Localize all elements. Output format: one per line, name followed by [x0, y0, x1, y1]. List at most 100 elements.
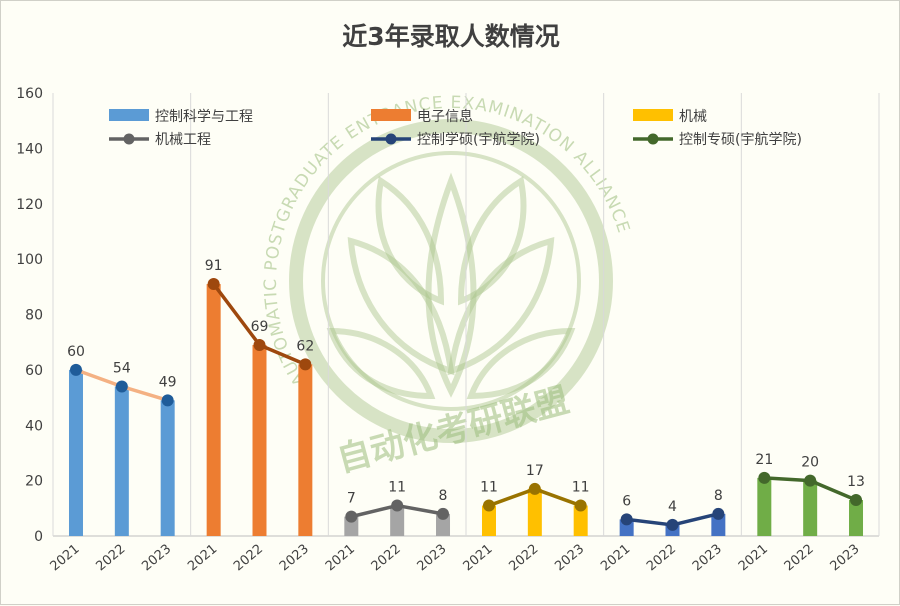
x-tick-label: 2022 — [93, 542, 128, 575]
legend-swatch-marker — [647, 133, 659, 145]
y-tick-label: 80 — [25, 308, 43, 324]
x-tick-label: 2022 — [782, 542, 817, 575]
point-marker — [758, 471, 771, 484]
y-tick-label: 160 — [16, 86, 43, 102]
bar — [573, 505, 588, 536]
legend-swatch — [633, 109, 673, 121]
x-tick-label: 2021 — [736, 542, 771, 575]
x-tick-label: 2021 — [185, 542, 220, 575]
point-marker — [115, 380, 128, 393]
data-label: 21 — [755, 452, 773, 468]
legend-item: 控制科学与工程 — [109, 109, 253, 125]
data-label: 60 — [67, 344, 85, 360]
y-tick-label: 60 — [25, 363, 43, 379]
x-tick-label: 2021 — [598, 542, 633, 575]
x-tick-label: 2023 — [415, 542, 450, 575]
bar — [160, 400, 175, 536]
bar — [481, 505, 496, 536]
data-label: 91 — [205, 258, 223, 274]
y-tick-label: 0 — [34, 529, 43, 545]
bar — [711, 513, 726, 536]
legend-item: 机械工程 — [109, 132, 211, 148]
legend-label: 电子信息 — [417, 108, 473, 125]
legend-swatch-marker — [123, 133, 135, 145]
legend-item: 控制学硕(宇航学院) — [371, 132, 540, 148]
bar — [206, 284, 221, 536]
chart-title: 近3年录取人数情况 — [342, 22, 559, 51]
legend-label: 机械工程 — [155, 132, 211, 148]
x-tick-label: 2021 — [323, 542, 358, 575]
bar — [390, 505, 405, 536]
data-label: 20 — [801, 455, 819, 471]
bar — [298, 364, 313, 536]
watermark-leaves — [326, 172, 576, 400]
legend-label: 控制专硕(宇航学院) — [679, 132, 802, 148]
bar — [757, 477, 772, 536]
point-marker — [299, 358, 312, 371]
bar — [68, 369, 83, 536]
data-label: 17 — [526, 463, 544, 479]
data-labels: 60 54 49 91 69 62 7 11 8 11 17 11 6 4 8 21 20 13 — [67, 258, 865, 515]
x-tick-label: 2023 — [828, 542, 863, 575]
point-marker — [161, 394, 174, 407]
legend-item: 电子信息 — [371, 108, 473, 125]
point-marker — [804, 474, 817, 487]
bar — [436, 513, 451, 536]
x-tick-label: 2023 — [277, 542, 312, 575]
watermark-outer-ring — [289, 119, 613, 443]
x-tick-label: 2021 — [461, 542, 496, 575]
bar — [252, 344, 267, 536]
point-marker — [666, 518, 679, 531]
y-tick-label: 100 — [16, 252, 43, 268]
x-tick-label: 2023 — [552, 542, 587, 575]
point-marker — [69, 363, 82, 376]
data-label: 8 — [439, 488, 448, 504]
bar — [849, 500, 864, 536]
y-tick-label: 20 — [25, 474, 43, 490]
point-marker — [391, 499, 404, 512]
data-label: 11 — [480, 480, 498, 496]
data-label: 62 — [296, 338, 314, 354]
point-marker — [482, 499, 495, 512]
point-marker — [253, 338, 266, 351]
legend-item: 控制专硕(宇航学院) — [633, 132, 802, 148]
point-marker — [712, 507, 725, 520]
bar — [803, 480, 818, 536]
x-tick-label: 2022 — [231, 542, 266, 575]
watermark-inner-ring — [321, 151, 581, 411]
point-marker — [574, 499, 587, 512]
group-separators — [52, 93, 880, 536]
point-marker — [850, 494, 863, 507]
bar — [114, 386, 129, 536]
y-tick-label: 140 — [16, 141, 43, 157]
legend-swatch — [371, 109, 411, 121]
legend-item: 机械 — [633, 109, 707, 125]
legend-swatch-marker — [385, 133, 397, 145]
legend-swatch — [109, 109, 149, 121]
x-tick-label: 2021 — [48, 542, 83, 575]
legend-label: 控制科学与工程 — [155, 109, 253, 125]
x-tick-label: 2022 — [644, 542, 679, 575]
point-marker — [620, 513, 633, 526]
legend-label: 机械 — [679, 109, 707, 125]
data-label: 11 — [572, 480, 590, 496]
x-tick-label: 2022 — [369, 542, 404, 575]
x-tick-label: 2023 — [690, 542, 725, 575]
bar — [527, 488, 542, 536]
data-label: 4 — [668, 499, 677, 515]
data-label: 7 — [347, 491, 356, 507]
data-label: 69 — [251, 319, 269, 335]
data-label: 6 — [622, 493, 631, 509]
bars — [68, 284, 864, 536]
y-tick-label: 40 — [25, 418, 43, 434]
point-marker — [437, 507, 450, 520]
series-lines — [69, 278, 863, 531]
point-marker — [345, 510, 358, 523]
legend-label: 控制学硕(宇航学院) — [417, 132, 540, 148]
point-marker — [207, 278, 220, 291]
data-label: 13 — [847, 474, 865, 490]
